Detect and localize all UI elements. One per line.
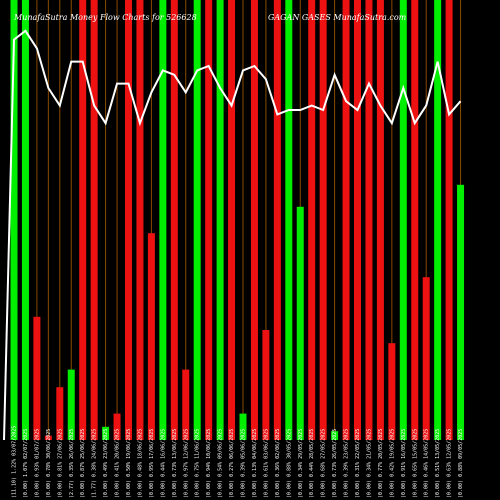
bar	[285, 0, 293, 440]
bar	[182, 369, 190, 440]
x-tick-label: (0.00) 0.50% 19/06/2025	[126, 429, 132, 498]
bar	[170, 0, 178, 440]
x-tick-label: (0.00) 0.42% 19/05/2025	[389, 429, 395, 498]
x-tick-label: (0.00) 0.41% 20/06/2025	[115, 429, 121, 498]
x-tick-label: (0.00) 0.49% 23/06/2025	[103, 429, 109, 498]
bar	[21, 0, 29, 440]
x-tick-label: (0.00) 0.88% 09/05/2025	[458, 429, 464, 498]
bar	[376, 0, 384, 440]
bar	[250, 0, 258, 440]
x-tick-label: (0.00) 0.34% 21/05/2025	[366, 429, 372, 498]
x-tick-label: (0.00) 0.51% 13/05/2025	[435, 429, 441, 498]
bar	[205, 0, 213, 440]
x-tick-label: (0.00) 0.63% 12/05/2025	[447, 429, 453, 498]
money-flow-bars	[10, 0, 465, 440]
x-axis-tick-labels: (11.10) 1.22% 03/07/2025 (0.00) 1.07% 02/…	[12, 426, 465, 498]
x-tick-label: (0.00) 0.39% 23/05/2025	[344, 429, 350, 498]
x-tick-label: (0.00) 0.27% 06/06/2025	[229, 429, 235, 498]
bar	[228, 0, 236, 440]
bar	[342, 0, 350, 440]
bar	[147, 233, 155, 440]
x-tick-label: (0.00) 0.34% 29/05/2025	[298, 429, 304, 498]
bar	[457, 184, 465, 440]
x-tick-label: (0.00) 0.95% 17/06/2025	[149, 429, 155, 498]
bar	[365, 0, 373, 440]
bar	[216, 0, 224, 440]
x-tick-label: (0.00) 0.31% 22/05/2025	[355, 429, 361, 498]
x-tick-label: (0.00) 0.61% 03/06/2025	[263, 429, 269, 498]
bar	[308, 0, 316, 440]
x-tick-label: (0.00) 0.78% 30/06/2025	[46, 429, 52, 498]
bar	[319, 0, 327, 440]
x-tick-label: (0.00) 0.54% 09/06/2025	[218, 429, 224, 498]
chart-title: MunafaSutra Money Flow Charts for 526628	[13, 13, 197, 22]
x-tick-label: (1.77) 0.38% 24/06/2025	[92, 429, 98, 498]
x-tick-label: (0.00) 0.13% 04/06/2025	[252, 429, 258, 498]
bar	[388, 343, 396, 440]
chart-title-right: GAGAN GASES MunafaSutra.com	[268, 13, 407, 22]
x-tick-label: (0.00) 0.46% 14/05/2025	[424, 429, 430, 498]
bar	[33, 316, 41, 440]
bar	[159, 0, 167, 440]
bar	[434, 0, 442, 440]
x-tick-label: (0.00) 0.44% 16/06/2025	[160, 429, 166, 498]
bar	[399, 0, 407, 440]
x-tick-label: (0.00) 0.36% 02/06/2025	[275, 429, 281, 498]
bar	[79, 0, 87, 440]
bar	[273, 0, 281, 440]
x-tick-label: (0.00) 1.07% 02/07/2025	[23, 429, 29, 498]
bar	[296, 206, 304, 440]
x-tick-label: (0.00) 0.81% 27/06/2025	[57, 429, 63, 498]
x-tick-label: (11.10) 1.22% 03/07/2025	[12, 426, 18, 498]
bar	[113, 413, 121, 440]
x-tick-label: (0.00) 0.87% 25/06/2025	[80, 429, 86, 498]
x-tick-label: (0.00) 0.94% 10/06/2025	[206, 429, 212, 498]
x-tick-label: (0.00) 0.75% 11/06/2025	[195, 429, 201, 498]
x-tick-label: (0.00) 0.48% 18/06/2025	[137, 429, 143, 498]
bar	[193, 0, 201, 440]
x-tick-label: (0.00) 0.65% 15/05/2025	[412, 429, 418, 498]
x-tick-label: (0.00) 0.68% 27/05/2025	[321, 429, 327, 498]
bar	[354, 0, 361, 440]
bar	[445, 0, 453, 440]
bar	[331, 431, 339, 440]
bar	[422, 277, 430, 440]
money-flow-line	[3, 29, 462, 441]
bar	[10, 0, 18, 440]
bar	[136, 0, 144, 440]
bar	[411, 0, 419, 440]
bar	[262, 330, 270, 440]
x-tick-label: (0.00) 0.97% 12/06/2025	[183, 429, 189, 498]
bar	[90, 0, 98, 440]
x-tick-label: (0.00) 0.88% 30/05/2025	[286, 429, 292, 498]
bar	[239, 413, 247, 440]
x-tick-label: (0.00) 0.77% 20/05/2025	[378, 429, 384, 498]
bar	[44, 435, 52, 440]
x-tick-label: (0.00) 0.44% 28/05/2025	[309, 429, 315, 498]
bar	[67, 369, 75, 440]
x-tick-label: (0.00) 0.39% 05/06/2025	[241, 429, 247, 498]
bar	[102, 426, 110, 440]
x-tick-label: (0.00) 0.91% 16/05/2025	[401, 429, 407, 498]
bar	[56, 387, 64, 440]
bar	[125, 0, 132, 440]
x-tick-label: (0.00) 0.73% 13/06/2025	[172, 429, 178, 498]
x-tick-label: (0.00) 0.93% 01/07/2025	[34, 429, 40, 498]
x-tick-label: (2.77) 0.35% 26/06/2025	[69, 429, 75, 498]
x-tick-label: (0.00) 0.73% 26/05/2025	[332, 429, 338, 498]
